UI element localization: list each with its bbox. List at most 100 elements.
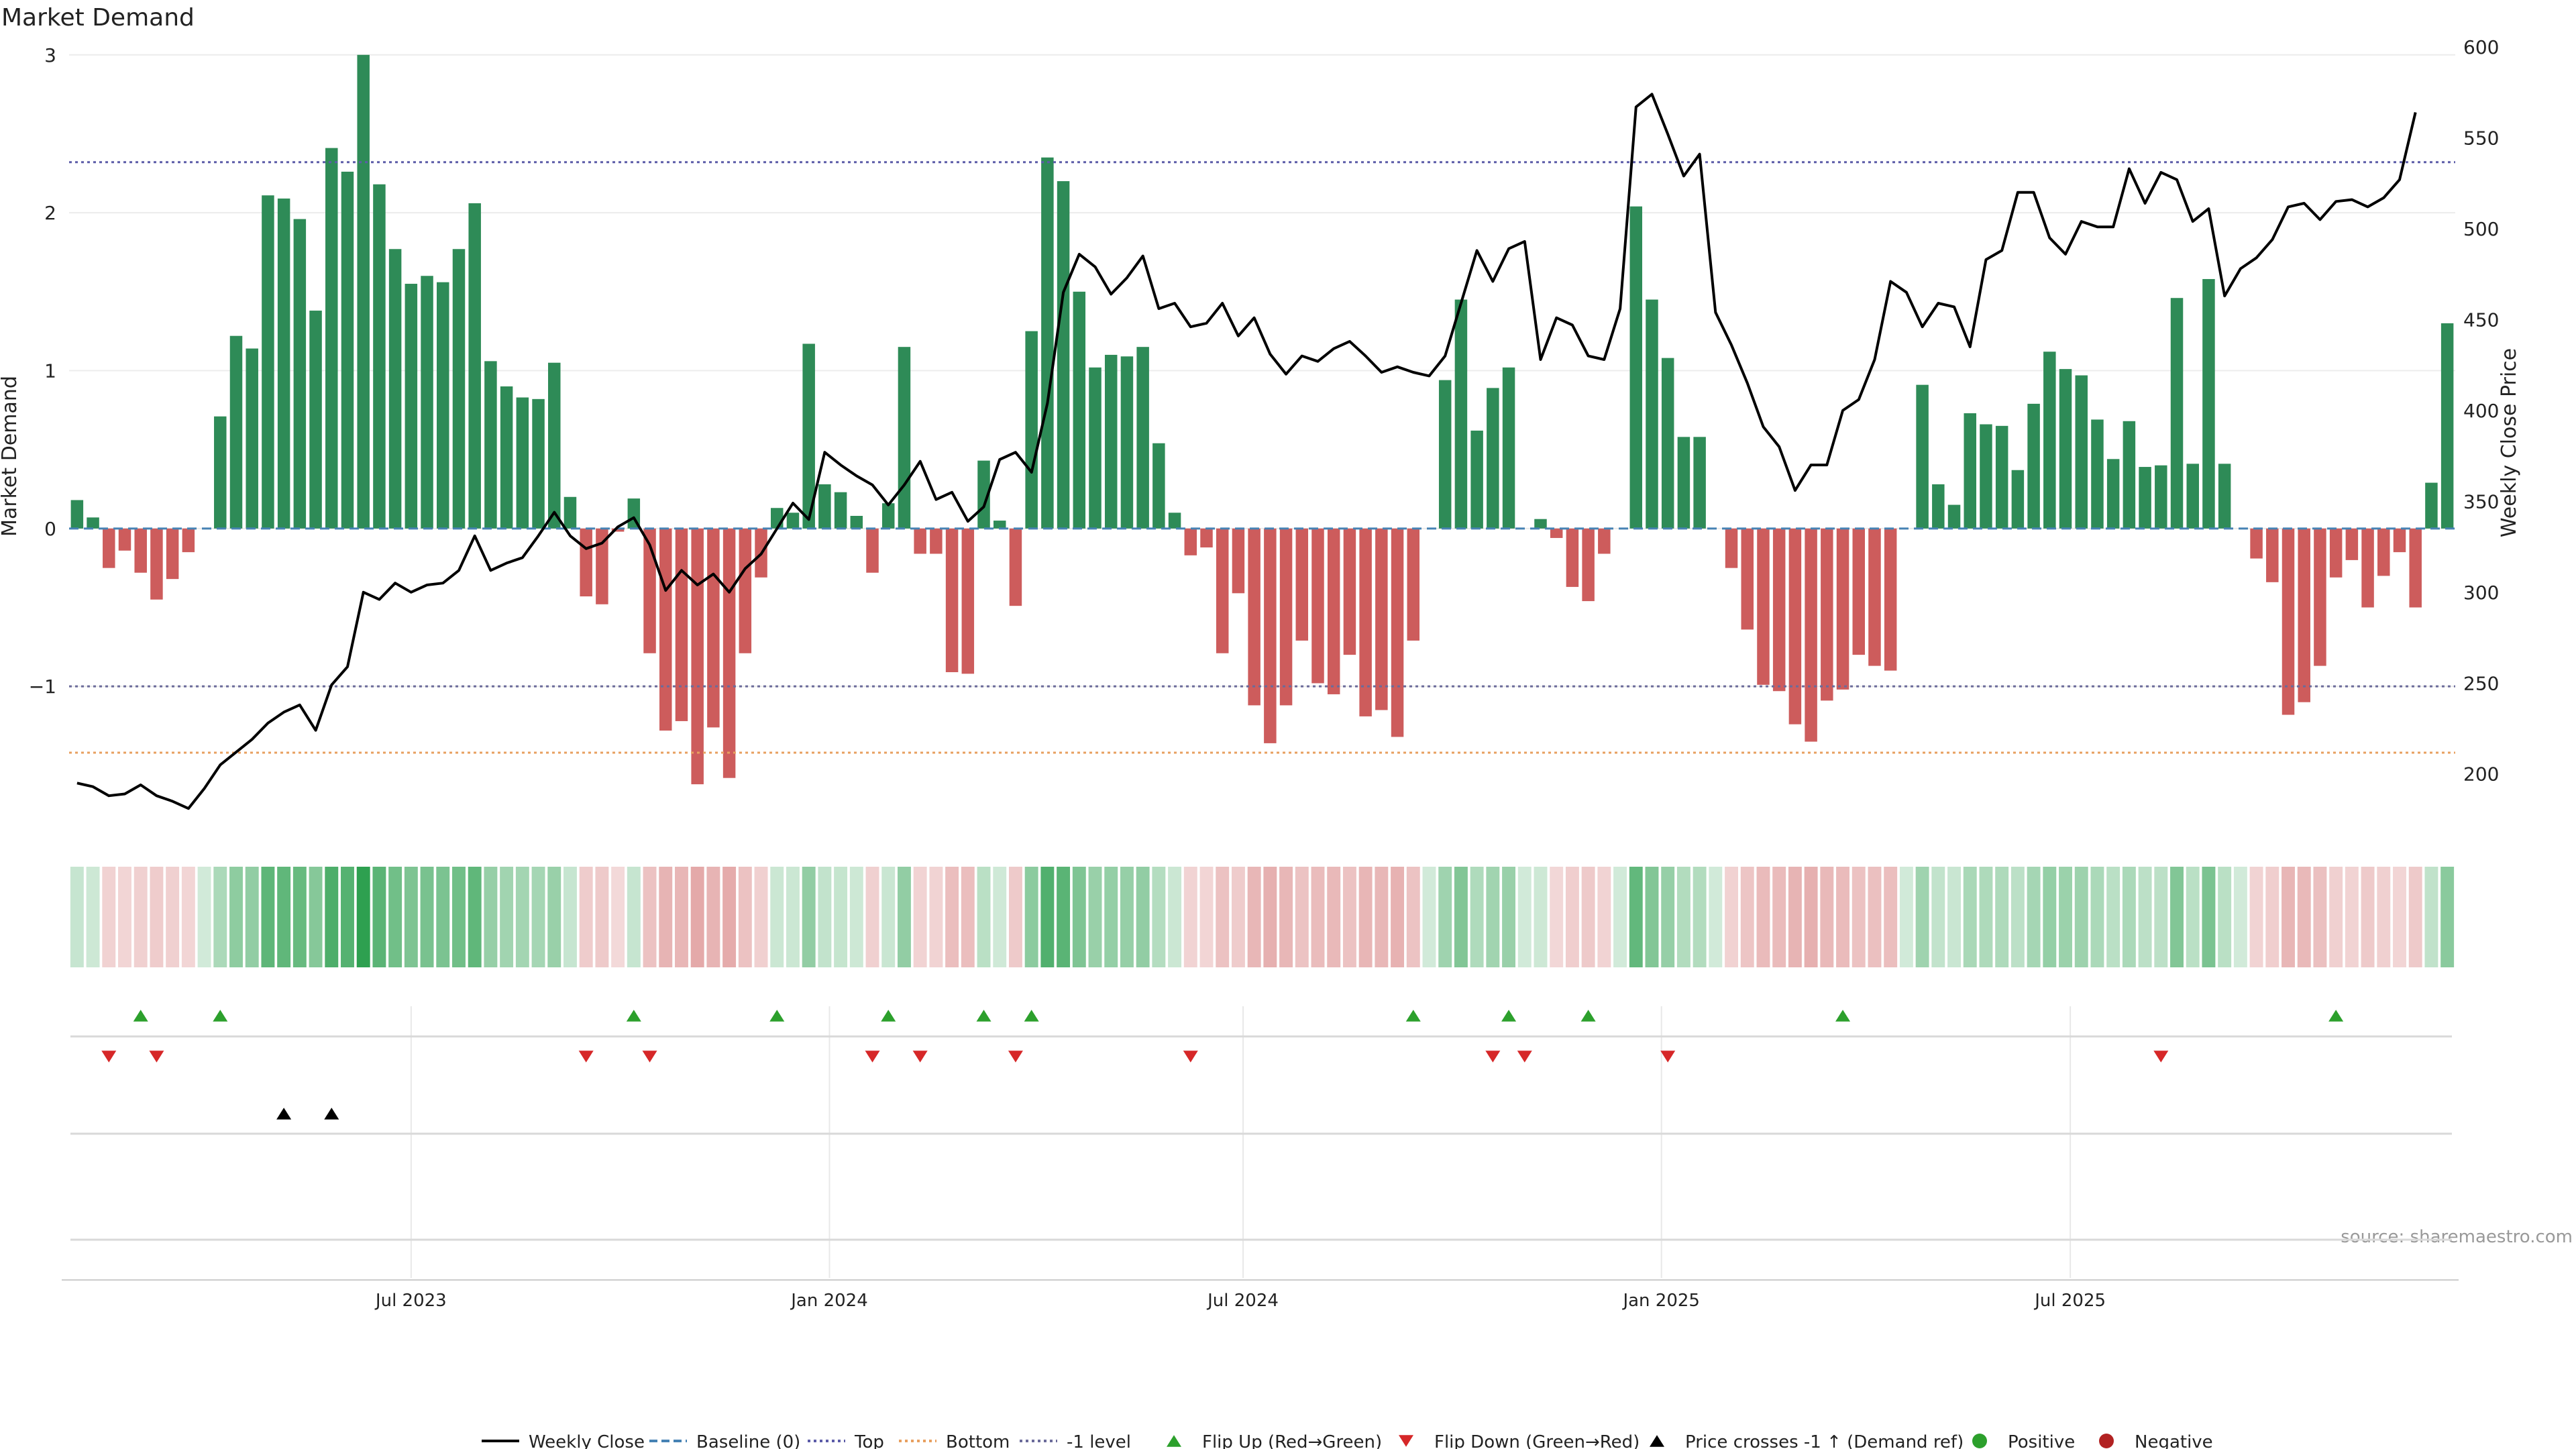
heat-cell — [961, 867, 975, 967]
heat-cell — [1072, 867, 1086, 967]
demand-bar — [739, 528, 752, 653]
heat-cell — [2106, 867, 2121, 967]
heat-cell — [2138, 867, 2152, 967]
heat-cell — [133, 867, 148, 967]
demand-bar — [1916, 384, 1929, 529]
heat-cell — [754, 867, 768, 967]
axes: −1 0 1 2 3 200 250 300 350 400 450 500 550 600 — [29, 36, 2499, 832]
heat-cell — [1024, 867, 1038, 967]
heat-cell — [738, 867, 752, 967]
flip-down-marker — [1517, 1051, 1532, 1063]
heat-cell — [1963, 867, 1977, 967]
y-tick-label: 2 — [44, 202, 56, 224]
heat-cell — [818, 867, 832, 967]
demand-bar — [1884, 528, 1897, 671]
demand-bar — [1534, 519, 1547, 529]
demand-bar — [1120, 356, 1134, 529]
demand-bar — [1470, 430, 1483, 529]
demand-bar — [1980, 424, 1992, 529]
demand-bar — [1788, 528, 1802, 724]
demand-bar — [611, 528, 625, 532]
demand-bar — [2314, 528, 2326, 666]
demand-bar — [2011, 470, 2025, 529]
heat-cell — [2218, 867, 2232, 967]
reference-levels — [69, 161, 2455, 754]
x-tick-label: Jul 2024 — [1206, 1291, 1279, 1311]
flip-down-marker — [912, 1051, 928, 1063]
demand-bar — [2155, 465, 2167, 529]
demand-bar — [2393, 528, 2406, 553]
legend-swatch — [1972, 1434, 1987, 1448]
demand-bar — [1757, 528, 1770, 685]
heat-cell — [2186, 867, 2200, 967]
flip-down-marker — [101, 1051, 117, 1063]
demand-bar — [2027, 403, 2040, 529]
flip-down-marker — [149, 1051, 164, 1063]
demand-bar — [1264, 528, 1277, 743]
flip-up-marker — [976, 1010, 991, 1022]
heat-cell — [1216, 867, 1230, 967]
demand-bar — [532, 398, 545, 529]
heat-cell — [1868, 867, 1882, 967]
heat-cell — [2265, 867, 2279, 967]
demand-bar — [1136, 347, 1149, 529]
y2-axis-label: Weekly Close Price — [2498, 348, 2521, 537]
heat-cell — [897, 867, 911, 967]
demand-bar — [214, 416, 227, 529]
demand-bar — [802, 343, 815, 529]
heat-cell — [1311, 867, 1325, 967]
demand-heat-strip — [70, 867, 2455, 967]
heat-cell — [993, 867, 1007, 967]
demand-bar — [2377, 528, 2390, 576]
heat-cell — [245, 867, 259, 967]
legend-label: Baseline (0) — [696, 1432, 800, 1449]
demand-bar — [1646, 299, 1658, 529]
heat-cell — [1788, 867, 1802, 967]
y2-tick-label: 600 — [2463, 36, 2499, 58]
heat-cell — [436, 867, 450, 967]
heat-cell — [213, 867, 227, 967]
legend-label: Top — [854, 1432, 884, 1449]
demand-bar — [548, 362, 561, 529]
heat-cell — [468, 867, 482, 967]
heat-cell — [1136, 867, 1150, 967]
demand-bar — [2329, 528, 2343, 578]
demand-bar — [2043, 352, 2056, 529]
heat-cell — [388, 867, 402, 967]
flip-up-marker — [1501, 1010, 1517, 1022]
demand-bar — [2186, 464, 2199, 529]
demand-bar — [1009, 528, 1022, 606]
flip-down-marker — [1008, 1051, 1023, 1063]
heat-cell — [1581, 867, 1595, 967]
demand-bar — [1168, 513, 1181, 529]
demand-bar — [834, 492, 847, 529]
price-cross-marker — [324, 1108, 339, 1120]
legend-label: Price crosses -1 ↑ (Demand ref) — [1685, 1432, 1964, 1449]
heat-cell — [1502, 867, 1516, 967]
demand-bar — [2440, 323, 2454, 529]
heat-cell — [1931, 867, 1945, 967]
heat-cell — [420, 867, 434, 967]
demand-bar — [87, 517, 99, 529]
demand-bar — [357, 54, 370, 529]
heat-cell — [865, 867, 879, 967]
demand-bar — [1598, 528, 1611, 554]
heat-cell — [484, 867, 498, 967]
demand-bar — [1566, 528, 1579, 587]
demand-bar — [118, 528, 131, 551]
demand-bar — [898, 347, 911, 529]
flip-down-marker — [1183, 1051, 1198, 1063]
heat-cell — [1327, 867, 1341, 967]
heat-cell — [1199, 867, 1214, 967]
demand-bar — [500, 386, 513, 529]
legend-label: Positive — [2008, 1432, 2075, 1449]
demand-bar — [643, 528, 656, 653]
demand-bar — [468, 203, 481, 529]
y2-tick-label: 400 — [2463, 400, 2499, 422]
heat-cell — [404, 867, 418, 967]
legend-label: Weekly Close — [529, 1432, 645, 1449]
heat-cell — [2408, 867, 2422, 967]
demand-bar — [1772, 528, 1786, 692]
heat-cell — [500, 867, 514, 967]
demand-bar — [2170, 298, 2184, 529]
